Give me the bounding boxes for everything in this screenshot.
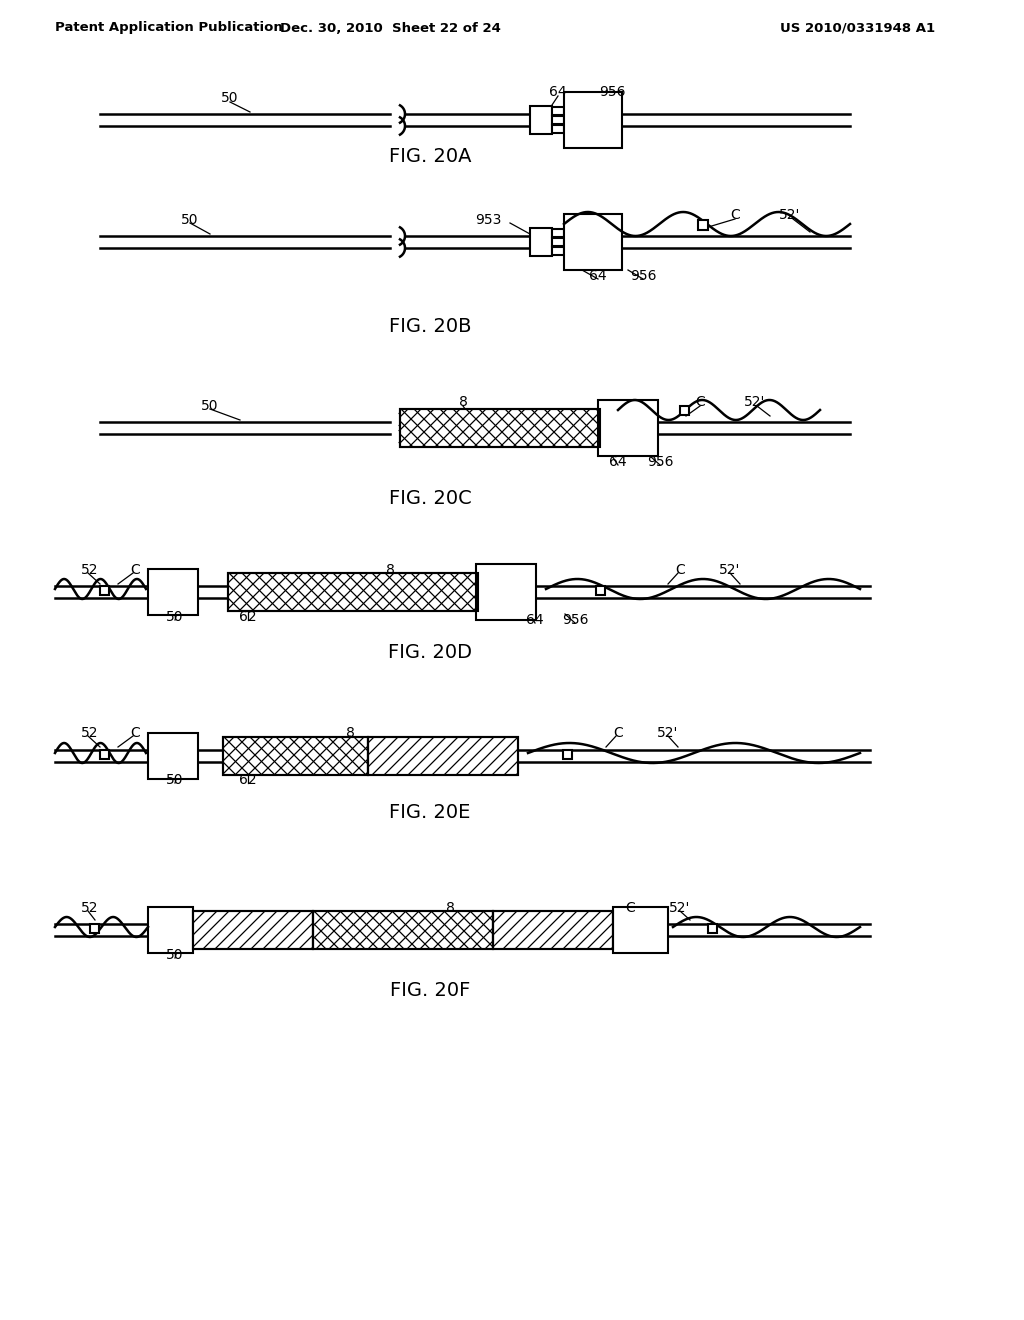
Bar (148, 569, 198, 615)
Text: 64: 64 (549, 84, 567, 99)
Text: Patent Application Publication: Patent Application Publication (55, 21, 283, 34)
Bar (90, 924, 99, 933)
Bar (368, 737, 518, 775)
Text: Dec. 30, 2010  Sheet 22 of 24: Dec. 30, 2010 Sheet 22 of 24 (280, 21, 501, 34)
Text: FIG. 20D: FIG. 20D (388, 643, 472, 661)
Bar (100, 750, 109, 759)
Bar (598, 400, 658, 455)
Text: C: C (695, 395, 705, 409)
Text: C: C (130, 726, 140, 741)
Bar (564, 214, 622, 271)
Text: 50: 50 (166, 948, 183, 962)
Text: 8: 8 (459, 395, 467, 409)
Bar (193, 911, 313, 949)
Bar (148, 733, 198, 779)
Text: 52': 52' (657, 726, 679, 741)
Text: 50: 50 (202, 399, 219, 413)
Text: C: C (130, 564, 140, 577)
Text: FIG. 20A: FIG. 20A (389, 148, 471, 166)
Text: C: C (675, 564, 685, 577)
Bar (223, 737, 368, 775)
Text: 52: 52 (81, 564, 98, 577)
Text: 956: 956 (562, 612, 588, 627)
Text: 50: 50 (166, 774, 183, 787)
Bar (530, 106, 552, 135)
Bar (223, 737, 368, 775)
Text: C: C (613, 726, 623, 741)
Bar (552, 238, 564, 246)
Text: FIG. 20F: FIG. 20F (390, 981, 470, 999)
Bar (596, 586, 605, 595)
Bar (680, 407, 689, 414)
Bar (313, 911, 493, 949)
Text: 52: 52 (81, 726, 98, 741)
Text: 8: 8 (345, 726, 354, 741)
Bar (100, 586, 109, 595)
Text: FIG. 20C: FIG. 20C (389, 488, 471, 507)
Bar (400, 409, 600, 447)
Bar (493, 911, 613, 949)
Bar (552, 116, 564, 124)
Text: 8: 8 (386, 564, 394, 577)
Text: 956: 956 (630, 269, 656, 282)
Text: 50: 50 (221, 91, 239, 106)
Text: 52': 52' (779, 209, 801, 222)
Text: 50: 50 (181, 213, 199, 227)
Bar (228, 573, 478, 611)
Text: 62: 62 (240, 610, 257, 624)
Bar (563, 750, 572, 759)
Text: 62: 62 (240, 774, 257, 787)
Text: C: C (730, 209, 740, 222)
Text: US 2010/0331948 A1: US 2010/0331948 A1 (780, 21, 935, 34)
Bar (613, 907, 668, 953)
Bar (530, 228, 552, 256)
Text: 64: 64 (589, 269, 607, 282)
Bar (148, 907, 193, 953)
Text: 64: 64 (609, 455, 627, 469)
Bar (193, 911, 313, 949)
Bar (552, 107, 564, 115)
Bar (368, 737, 518, 775)
Text: 52: 52 (81, 902, 98, 915)
Text: 953: 953 (475, 213, 501, 227)
Bar (493, 911, 613, 949)
Text: FIG. 20B: FIG. 20B (389, 318, 471, 337)
Bar (698, 220, 708, 230)
Text: 956: 956 (599, 84, 626, 99)
Text: FIG. 20E: FIG. 20E (389, 803, 471, 821)
Bar (313, 911, 493, 949)
Text: 50: 50 (166, 610, 183, 624)
Bar (228, 573, 478, 611)
Bar (552, 228, 564, 238)
Bar (708, 924, 717, 933)
Bar (552, 125, 564, 133)
Bar (400, 409, 600, 447)
Text: 64: 64 (526, 612, 544, 627)
Bar (564, 92, 622, 148)
Text: 52': 52' (670, 902, 690, 915)
Text: 52': 52' (744, 395, 766, 409)
Bar (552, 247, 564, 255)
Text: 956: 956 (647, 455, 673, 469)
Text: 52': 52' (719, 564, 740, 577)
Text: C: C (625, 902, 635, 915)
Text: 8: 8 (445, 902, 455, 915)
Bar (476, 564, 536, 620)
